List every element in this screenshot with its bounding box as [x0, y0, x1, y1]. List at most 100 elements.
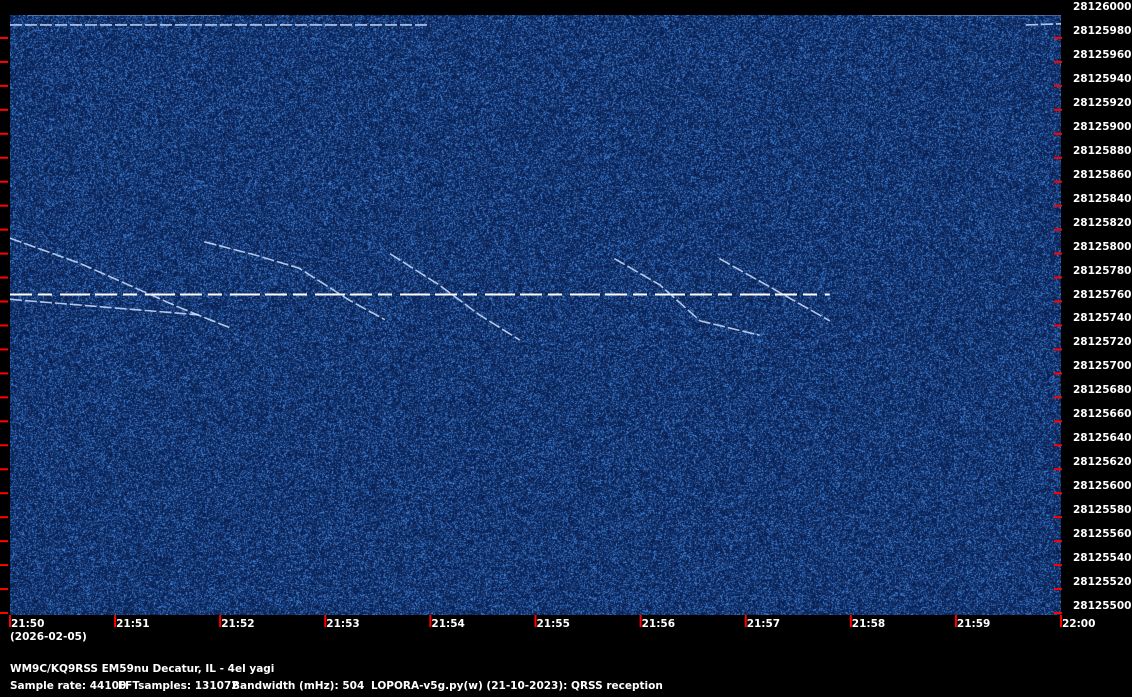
y-tick-right — [1054, 564, 1062, 566]
y-tick-left — [0, 37, 8, 39]
software-info: LOPORA-v5g.py(w) (21-10-2023): QRSS rece… — [371, 680, 663, 692]
y-tick-left — [0, 492, 8, 494]
doppler-trace — [204, 242, 384, 320]
y-tick-left — [0, 468, 8, 470]
y-tick-left — [0, 588, 8, 590]
y-tick-left — [0, 181, 8, 183]
y-tick-right — [1054, 348, 1062, 350]
qrss-grabber: 28126000 28125980 28125960 28125940 28125920… — [0, 0, 1132, 697]
y-tick-right — [1054, 85, 1062, 87]
station-info: WM9C/KQ9RSS EM59nu Decatur, IL - 4el yag… — [10, 663, 274, 675]
y-tick-label: 28125720 — [1073, 336, 1131, 348]
y-tick-right — [1054, 109, 1062, 111]
y-tick-label: 28125700 — [1073, 360, 1131, 372]
y-tick-left — [0, 277, 8, 279]
y-tick-left — [0, 324, 8, 326]
y-tick-left — [0, 205, 8, 207]
y-tick-label: 28125840 — [1073, 193, 1131, 205]
y-tick-left — [0, 612, 8, 614]
y-tick-left — [0, 133, 8, 135]
y-tick-right — [1054, 420, 1062, 422]
y-tick-left — [0, 420, 8, 422]
y-tick-label: 28125560 — [1073, 528, 1131, 540]
y-tick-left — [0, 372, 8, 374]
y-tick-right — [1054, 301, 1062, 303]
y-tick-label: 28125920 — [1073, 97, 1131, 109]
y-tick-right — [1054, 277, 1062, 279]
y-tick-label: 28125900 — [1073, 121, 1131, 133]
y-tick-label: 28125880 — [1073, 145, 1131, 157]
x-tick-label: 21:57 — [747, 618, 780, 630]
y-tick-label: 28125520 — [1073, 576, 1131, 588]
y-tick-label: 28125940 — [1073, 73, 1131, 85]
x-tick-label: 21:58 — [852, 618, 885, 630]
y-tick-left — [0, 540, 8, 542]
y-tick-right — [1054, 157, 1062, 159]
doppler-trace — [390, 254, 520, 340]
y-tick-label: 28125580 — [1073, 504, 1131, 516]
y-tick-left — [0, 396, 8, 398]
spectrogram-overlay — [0, 0, 1132, 697]
fft-samples: FFTsamples: 131072 — [118, 680, 239, 692]
y-tick-label: 28125820 — [1073, 217, 1131, 229]
x-tick-label: 21:54 — [431, 618, 464, 630]
y-tick-right — [1054, 229, 1062, 231]
x-tick-label: 21:59 — [957, 618, 990, 630]
y-tick-right — [1054, 61, 1062, 63]
x-tick-label: 21:52 — [221, 618, 254, 630]
y-tick-label: 28125660 — [1073, 408, 1131, 420]
y-tick-right — [1054, 516, 1062, 518]
y-tick-label: 28125600 — [1073, 480, 1131, 492]
y-tick-label: 28125680 — [1073, 384, 1131, 396]
y-tick-right — [1054, 372, 1062, 374]
y-tick-label: 28125500 — [1073, 600, 1131, 612]
y-tick-right — [1054, 540, 1062, 542]
y-tick-right — [1054, 612, 1062, 614]
x-tick-label: 21:51 — [116, 618, 149, 630]
y-tick-label: 28125980 — [1073, 25, 1131, 37]
y-tick-left — [0, 229, 8, 231]
y-tick-right — [1054, 37, 1062, 39]
y-tick-left — [0, 109, 8, 111]
date-label: (2026-02-05) — [10, 631, 87, 643]
y-tick-left — [0, 516, 8, 518]
y-tick-label: 28125760 — [1073, 289, 1131, 301]
y-tick-right — [1054, 133, 1062, 135]
x-tick-label: 22:00 — [1062, 618, 1095, 630]
bandwidth: Bandwidth (mHz): 504 — [232, 680, 364, 692]
y-tick-label: 28125640 — [1073, 432, 1131, 444]
doppler-trace — [614, 259, 759, 336]
y-tick-right — [1054, 253, 1062, 255]
y-tick-right — [1054, 588, 1062, 590]
y-tick-label: 28126000 — [1073, 1, 1131, 13]
y-tick-left — [0, 348, 8, 350]
y-tick-label: 28125540 — [1073, 552, 1131, 564]
y-tick-right — [1054, 468, 1062, 470]
y-tick-label: 28125740 — [1073, 312, 1131, 324]
y-tick-label: 28125780 — [1073, 265, 1131, 277]
doppler-trace — [1026, 24, 1061, 25]
y-tick-label: 28125860 — [1073, 169, 1131, 181]
x-tick-label: 21:56 — [642, 618, 675, 630]
x-tick-label: 21:53 — [326, 618, 359, 630]
y-tick-left — [0, 157, 8, 159]
y-tick-left — [0, 253, 8, 255]
doppler-trace — [10, 299, 199, 315]
y-tick-left — [0, 564, 8, 566]
y-tick-right — [1054, 205, 1062, 207]
x-tick-label: 21:50 — [11, 618, 44, 630]
y-tick-label: 28125800 — [1073, 241, 1131, 253]
y-tick-label: 28125620 — [1073, 456, 1131, 468]
y-tick-left — [0, 301, 8, 303]
x-tick-label: 21:55 — [537, 618, 570, 630]
y-tick-label: 28125960 — [1073, 49, 1131, 61]
sample-rate: Sample rate: 44100 — [10, 680, 126, 692]
y-tick-right — [1054, 444, 1062, 446]
y-tick-right — [1054, 396, 1062, 398]
y-tick-right — [1054, 324, 1062, 326]
y-tick-right — [1054, 181, 1062, 183]
y-tick-left — [0, 444, 8, 446]
y-tick-right — [1054, 492, 1062, 494]
y-tick-left — [0, 85, 8, 87]
y-tick-left — [0, 61, 8, 63]
